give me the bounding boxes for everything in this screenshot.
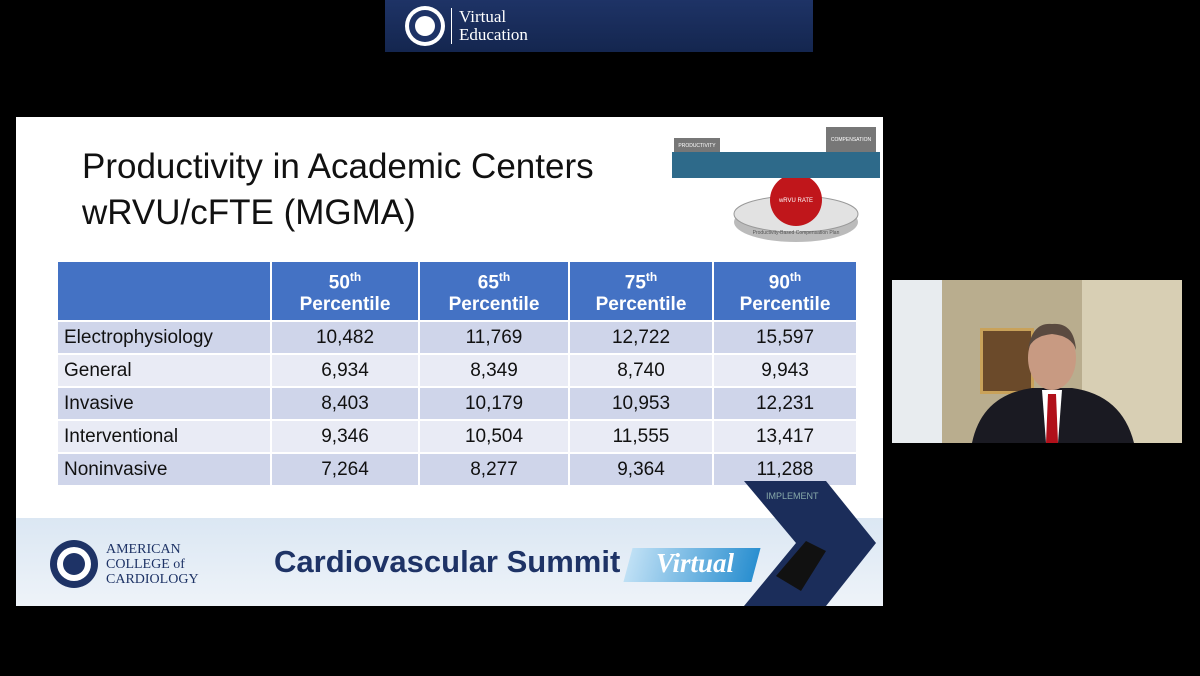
value-cell: 12,722: [569, 320, 714, 354]
header-number: 75: [624, 272, 646, 294]
data-table: 50th Percentile 65th Percentile 75th Percenti…: [58, 262, 858, 485]
value-cell: 8,403: [271, 386, 420, 420]
row-label: Electrophysiology: [58, 320, 272, 354]
value-cell: 13,417: [713, 419, 858, 453]
header-cell: 90th Percentile: [713, 262, 858, 321]
header-suffix: th: [789, 269, 802, 284]
value-cell: 9,346: [271, 419, 420, 453]
right-box-label: COMPENSATION: [831, 137, 872, 143]
header-suffix: th: [645, 269, 658, 284]
value-cell: 9,364: [569, 452, 714, 485]
slide-title: Productivity in Academic Centers: [82, 147, 594, 186]
value-cell: 11,288: [713, 452, 858, 485]
header-row: 50th Percentile 65th Percentile 75th Percenti…: [58, 262, 858, 321]
value-cell: 8,740: [569, 353, 714, 387]
header-cell: 50th Percentile: [271, 262, 420, 321]
left-box-label: PRODUCTIVITY: [678, 143, 716, 149]
header-number: 90: [768, 272, 790, 294]
value-cell: 10,179: [419, 386, 570, 420]
window: [892, 280, 942, 443]
value-cell: 10,953: [569, 386, 714, 420]
divider: [451, 8, 452, 44]
value-cell: 11,555: [569, 419, 714, 453]
header-suffix: th: [349, 269, 362, 284]
arrow-label: IMPLEMENT: [766, 491, 819, 501]
value-cell: 11,769: [419, 320, 570, 354]
row-label: General: [58, 353, 272, 387]
table-row: Invasive 8,403 10,179 10,953 12,231: [58, 386, 858, 420]
value-cell: 8,349: [419, 353, 570, 387]
event-name: Cardiovascular Summit: [274, 544, 621, 579]
header-label: Percentile: [595, 294, 687, 316]
header-number: 65: [477, 272, 499, 294]
header-label: Percentile: [299, 294, 391, 316]
org-line: AMERICAN: [106, 542, 181, 557]
header-suffix: th: [498, 269, 511, 284]
banner-line1: Virtual: [459, 7, 507, 26]
table-row: Noninvasive 7,264 8,277 9,364 11,288: [58, 452, 858, 485]
value-cell: 8,277: [419, 452, 570, 485]
org-line: COLLEGE of: [106, 557, 185, 572]
value-cell: 10,482: [271, 320, 420, 354]
org-name: AMERICAN COLLEGE of CARDIOLOGY: [106, 542, 199, 587]
header-label: Percentile: [739, 294, 831, 316]
table-row: Interventional 9,346 10,504 11,555 13,417: [58, 419, 858, 453]
chevron-graphic: IMPLEMENT: [744, 481, 876, 606]
row-label: Interventional: [58, 419, 272, 453]
table-row: General 6,934 8,349 8,740 9,943: [58, 353, 858, 387]
slide-subtitle: wRVU/cFTE (MGMA): [82, 193, 416, 232]
org-line: CARDIOLOGY: [106, 572, 199, 587]
header-cell: 65th Percentile: [419, 262, 570, 321]
header-cell: [58, 262, 272, 321]
footer-band: AMERICAN COLLEGE of CARDIOLOGY Cardiovas…: [16, 518, 883, 606]
value-cell: 6,934: [271, 353, 420, 387]
value-cell: 10,504: [419, 419, 570, 453]
webcam-video: [892, 280, 1182, 443]
row-label: Noninvasive: [58, 452, 272, 485]
value-cell: 9,943: [713, 353, 858, 387]
ball-label: wRVU RATE: [778, 198, 813, 204]
banner-line2: Education: [459, 25, 528, 44]
slide: Productivity in Academic Centers wRVU/cF…: [16, 117, 883, 606]
acc-seal: [405, 6, 445, 46]
scale-graphic: PRODUCTIVITY COMPENSATION wRVU RATE Prod…: [672, 127, 880, 242]
header-label: Percentile: [448, 294, 540, 316]
base-label: Productivity-Based Compensation Plan: [753, 230, 840, 236]
value-cell: 7,264: [271, 452, 420, 485]
value-cell: 12,231: [713, 386, 858, 420]
acc-logo: [50, 540, 98, 588]
table-row: Electrophysiology 10,482 11,769 12,722 15,59…: [58, 320, 858, 354]
event-tag: Virtual: [656, 548, 735, 578]
row-label: Invasive: [58, 386, 272, 420]
header-cell: 75th Percentile: [569, 262, 714, 321]
presenter: [972, 323, 1134, 443]
banner: Virtual Education: [385, 0, 813, 52]
header-number: 50: [328, 272, 350, 294]
value-cell: 15,597: [713, 320, 858, 354]
